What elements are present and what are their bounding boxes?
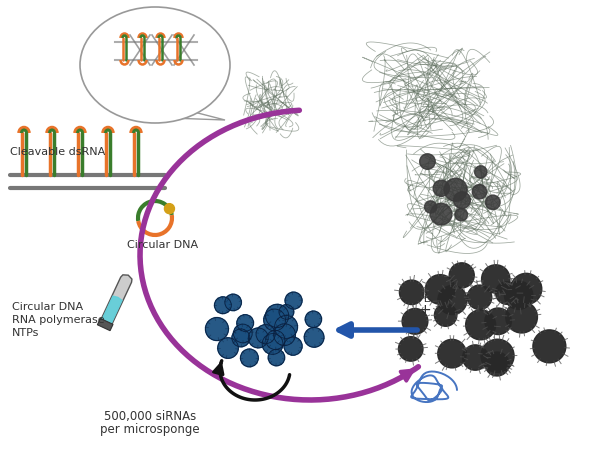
Circle shape — [264, 309, 286, 331]
Circle shape — [304, 328, 324, 347]
Circle shape — [485, 352, 509, 376]
Text: per microsponge: per microsponge — [100, 423, 200, 436]
Circle shape — [472, 185, 487, 199]
Circle shape — [402, 308, 428, 334]
Circle shape — [455, 208, 467, 221]
Circle shape — [284, 337, 302, 355]
Circle shape — [266, 304, 289, 327]
Circle shape — [266, 330, 285, 349]
Text: PEI: PEI — [418, 294, 435, 304]
Circle shape — [279, 305, 294, 319]
Text: RNA polymerase: RNA polymerase — [12, 315, 104, 325]
Circle shape — [205, 318, 229, 341]
Circle shape — [533, 330, 566, 363]
Circle shape — [485, 195, 500, 210]
Circle shape — [430, 203, 452, 225]
Polygon shape — [100, 275, 132, 328]
Polygon shape — [170, 111, 225, 120]
Polygon shape — [97, 319, 113, 330]
Circle shape — [438, 285, 467, 314]
Circle shape — [225, 294, 241, 311]
Circle shape — [164, 204, 175, 213]
Circle shape — [400, 280, 424, 304]
Polygon shape — [101, 296, 122, 326]
Circle shape — [248, 328, 268, 348]
Circle shape — [475, 166, 487, 178]
Circle shape — [506, 301, 538, 333]
Circle shape — [424, 201, 437, 213]
Text: Circular DNA: Circular DNA — [127, 240, 198, 250]
Circle shape — [419, 154, 435, 169]
Circle shape — [425, 274, 455, 304]
Circle shape — [438, 339, 466, 368]
Circle shape — [256, 325, 275, 344]
Text: +: + — [418, 303, 431, 318]
Circle shape — [496, 282, 518, 304]
Circle shape — [481, 339, 514, 372]
Circle shape — [262, 334, 283, 354]
Circle shape — [434, 304, 457, 326]
Circle shape — [275, 315, 298, 338]
Circle shape — [433, 180, 449, 196]
Circle shape — [485, 308, 511, 335]
Circle shape — [463, 345, 488, 370]
Circle shape — [241, 349, 258, 367]
Circle shape — [466, 310, 496, 340]
Circle shape — [285, 292, 302, 309]
Circle shape — [398, 336, 423, 361]
Circle shape — [218, 338, 238, 358]
Text: Circular DNA: Circular DNA — [12, 302, 83, 312]
Circle shape — [505, 281, 533, 309]
Circle shape — [482, 265, 510, 293]
Circle shape — [444, 179, 467, 201]
Circle shape — [233, 324, 252, 343]
Ellipse shape — [80, 7, 230, 123]
Text: Cleavable dsRNA: Cleavable dsRNA — [10, 147, 105, 157]
Circle shape — [274, 324, 295, 346]
Circle shape — [454, 192, 470, 208]
Text: NTPs: NTPs — [12, 328, 40, 338]
Circle shape — [214, 297, 232, 313]
Circle shape — [449, 263, 474, 288]
Text: 500,000 siRNAs: 500,000 siRNAs — [104, 410, 196, 423]
Circle shape — [511, 274, 542, 304]
Circle shape — [268, 349, 284, 366]
Circle shape — [305, 311, 322, 327]
Circle shape — [467, 285, 492, 309]
Circle shape — [237, 315, 254, 331]
Circle shape — [232, 329, 250, 347]
